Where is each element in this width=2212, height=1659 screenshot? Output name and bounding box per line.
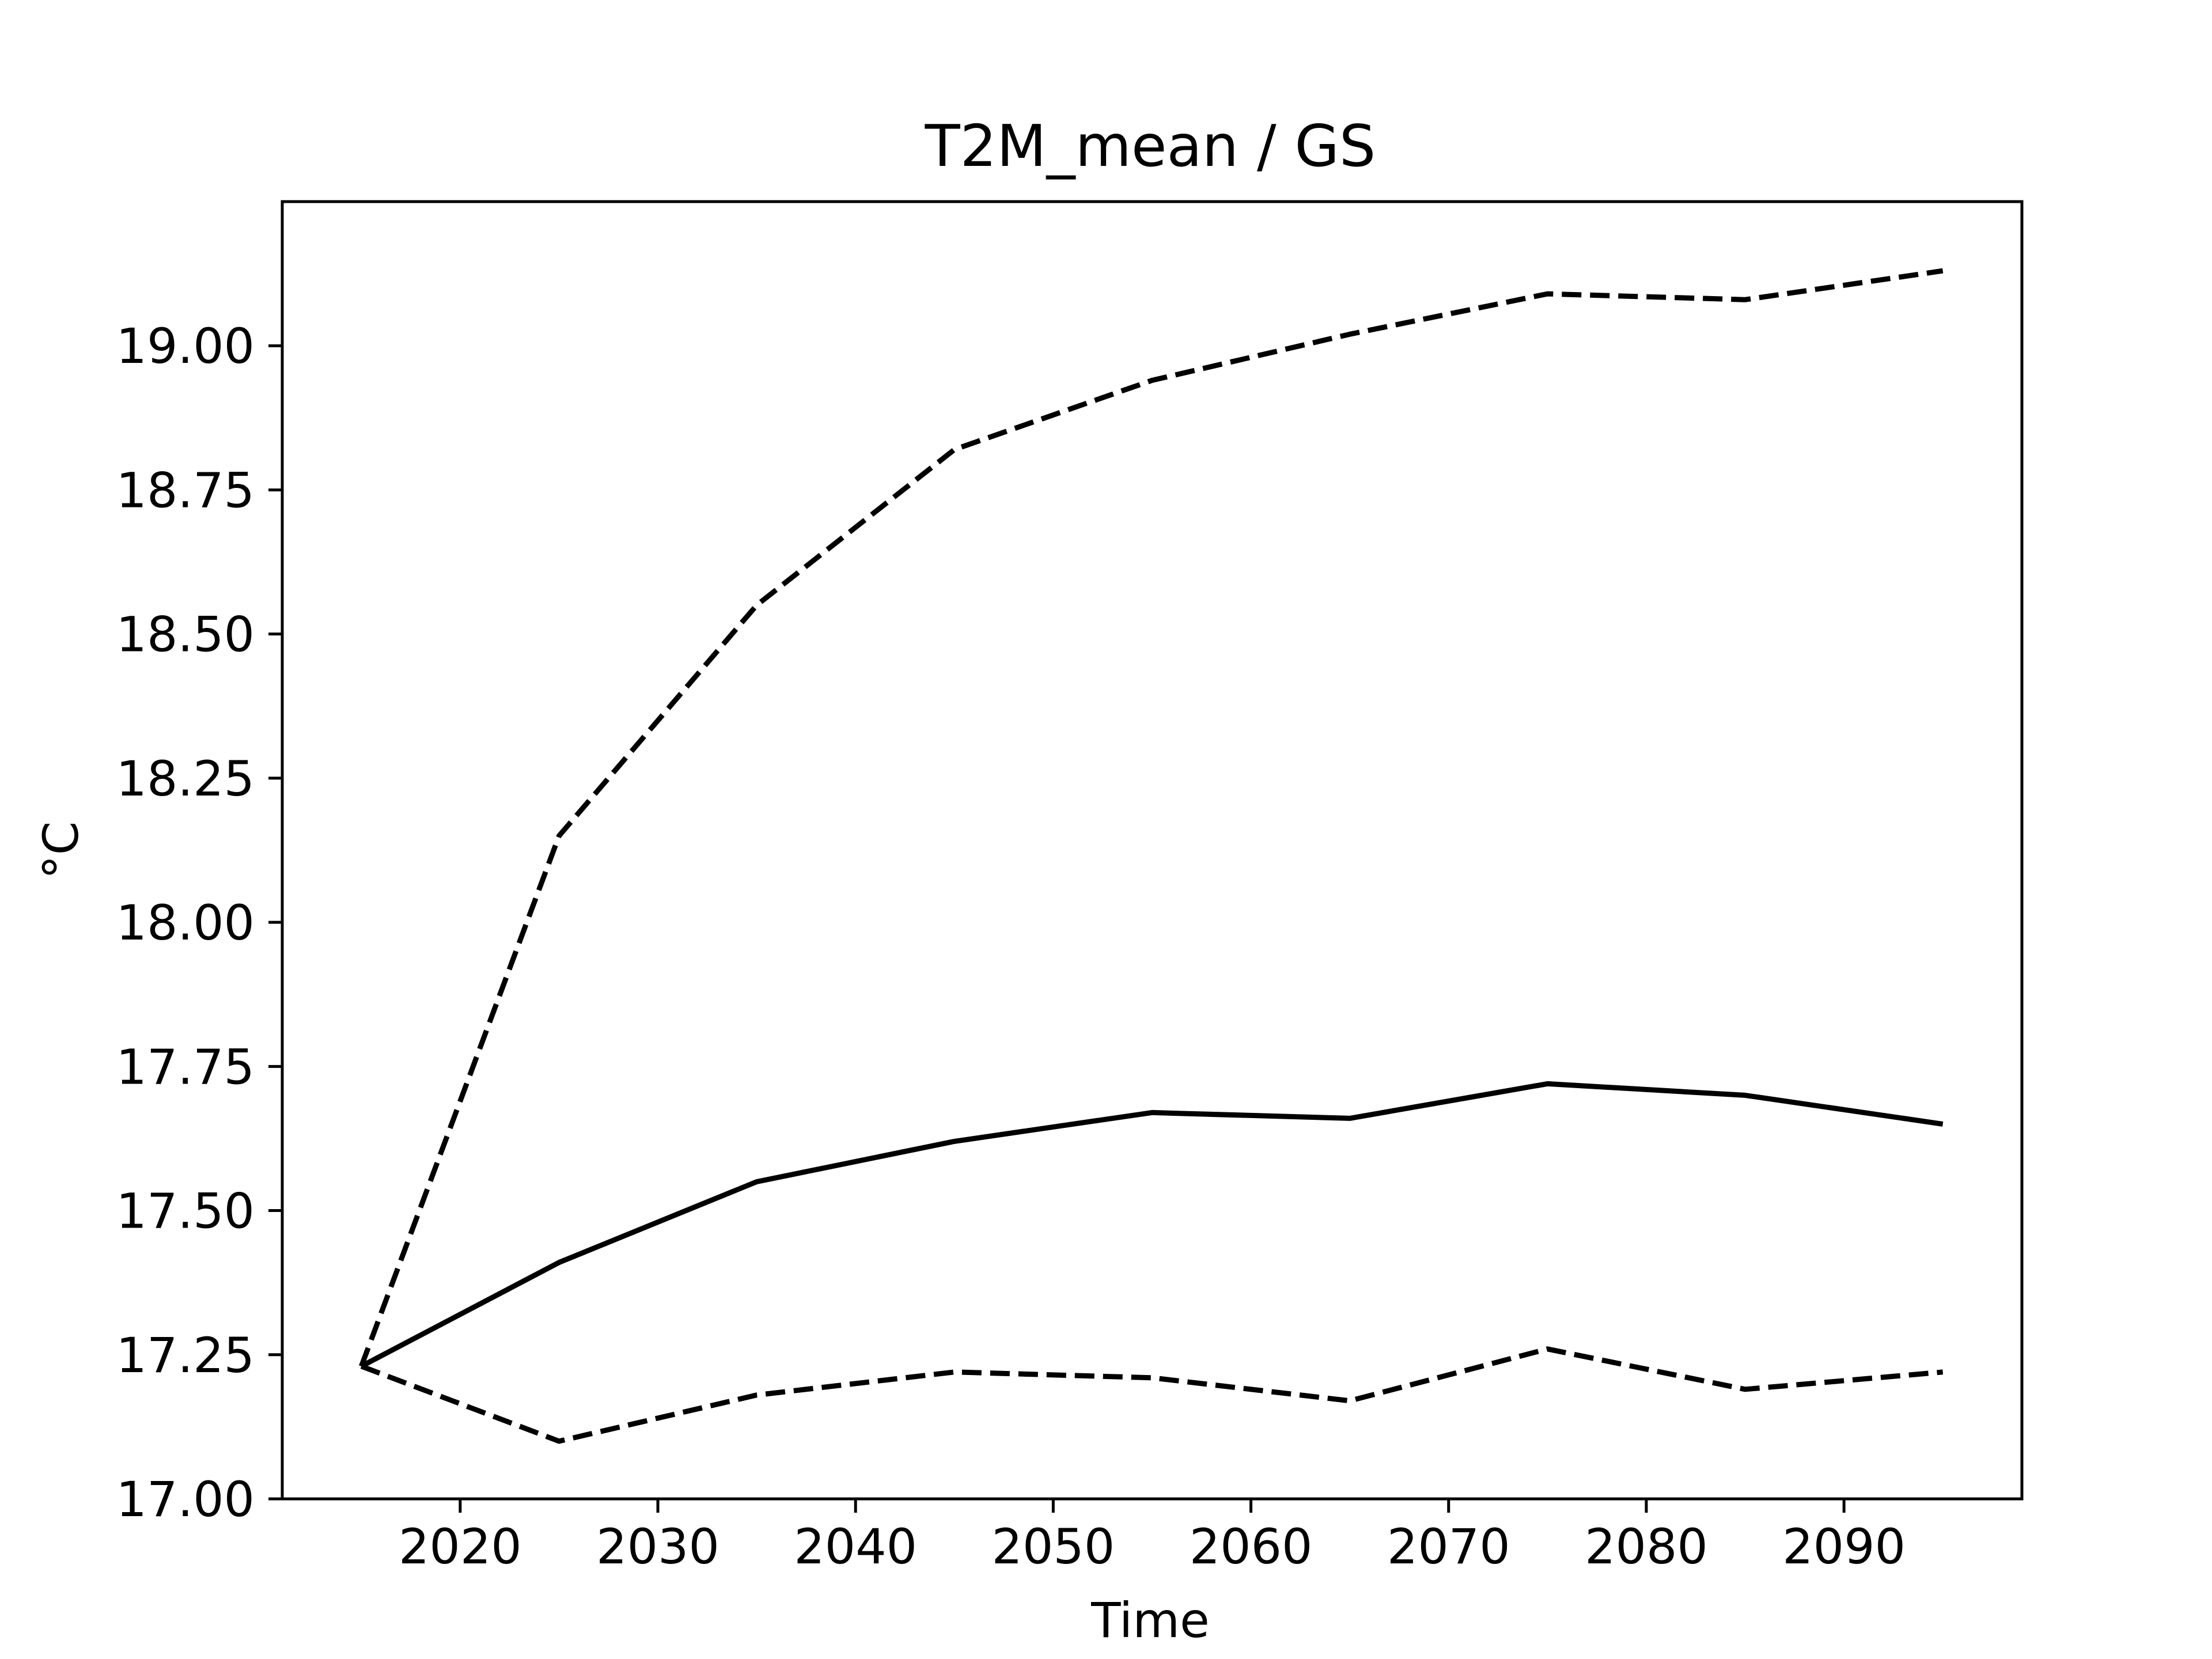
chart-title: T2M_mean / GS [925,112,1376,180]
series-line-2 [360,1081,1944,1369]
x-axis-label: Time [1090,1592,1210,1649]
y-tick-label: 17.25 [116,1327,255,1384]
x-tick-label: 2020 [399,1518,522,1575]
y-axis: 17.00 17.25 17.50 17.75 18.00 18.25 18.50 18.75… [116,318,282,1528]
x-tick-label: 2070 [1387,1518,1510,1575]
x-tick-label: 2030 [596,1518,719,1575]
x-tick-label: 2080 [1585,1518,1708,1575]
y-tick-label: 18.50 [116,607,255,663]
y-axis-label: °C [33,821,89,880]
series-line-1 [359,268,1944,1368]
y-tick-label: 19.00 [116,318,255,374]
y-tick-label: 18.75 [116,462,255,518]
y-tick-label: 17.75 [116,1039,255,1095]
y-tick-label: 18.00 [116,895,255,951]
y-tick-label: 17.00 [116,1471,255,1528]
y-tick-label: 17.50 [116,1183,255,1240]
x-tick-label: 2090 [1782,1518,1906,1575]
x-axis: 2020 2030 2040 2050 2060 2070 2080 2090 [399,1499,1906,1575]
series-layer [359,268,1944,1444]
y-tick-label: 18.25 [116,751,255,807]
plot-frame [281,200,2024,1501]
x-tick-label: 2060 [1190,1518,1313,1575]
x-tick-label: 2040 [794,1518,917,1575]
x-tick-label: 2050 [992,1518,1115,1575]
